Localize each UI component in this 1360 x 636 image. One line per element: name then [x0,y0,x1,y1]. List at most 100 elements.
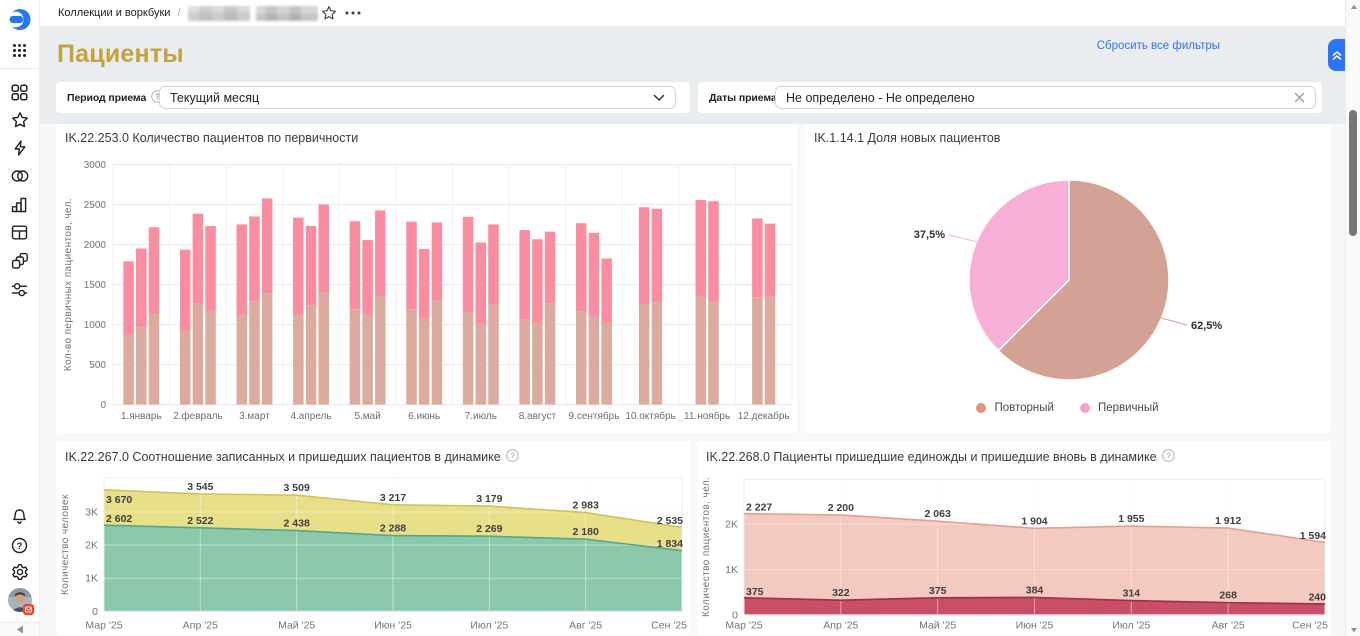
settings-gear-icon[interactable] [11,563,29,581]
bar-segment-top[interactable] [123,261,134,335]
bar-segment-top[interactable] [362,240,373,315]
bar-segment-top[interactable] [764,223,776,297]
bar-segment-top[interactable] [752,218,763,298]
bar-segment-bottom[interactable] [488,304,499,405]
bar-segment-top[interactable] [708,201,719,303]
bar-segment-bottom[interactable] [532,322,543,405]
bar-segment-top[interactable] [179,249,191,331]
bar-segment-bottom[interactable] [205,310,216,405]
breadcrumb-root[interactable]: Коллекции и воркбуки [58,7,171,19]
bar-segment-top[interactable] [544,231,556,304]
breadcrumb-masked-segment[interactable] [187,5,250,21]
ellipsis-icon[interactable] [345,6,361,20]
bar-segment-top[interactable] [192,213,204,304]
bell-icon[interactable] [11,507,29,525]
bar-segment-top[interactable] [349,221,361,310]
bar-segment-bottom[interactable] [293,314,304,405]
bar-segment-bottom[interactable] [601,322,612,405]
bar-group-9.сентябрь[interactable] [576,223,612,405]
bar-segment-bottom[interactable] [406,309,417,405]
expand-panel-button[interactable] [1328,39,1346,71]
bar-segment-bottom[interactable] [431,300,443,405]
bar-segment-bottom[interactable] [236,314,248,405]
bar-segment-top[interactable] [318,204,329,293]
bar-segment-bottom[interactable] [261,293,273,405]
bar-group-11.ноябрь[interactable] [695,200,719,405]
bar-segment-bottom[interactable] [123,334,134,405]
legend-item-Повторный[interactable]: Повторный [976,402,1054,414]
bar-segment-bottom[interactable] [192,303,204,405]
bar-segment-bottom[interactable] [752,297,763,405]
bar-segment-bottom[interactable] [362,314,373,405]
bar-segment-bottom[interactable] [544,303,556,405]
datalens-logo[interactable] [8,8,31,31]
bar-segment-bottom[interactable] [462,312,474,405]
bar-segment-top[interactable] [532,239,543,323]
bar-segment-top[interactable] [519,230,530,320]
bar-group-12.декабрь[interactable] [752,218,776,405]
sidebar-item-dashboards-table-icon[interactable] [11,223,29,241]
bar-segment-top[interactable] [261,198,273,294]
bar-segment-bottom[interactable] [249,301,260,405]
bar-segment-bottom[interactable] [375,296,386,405]
breadcrumb-masked-segment[interactable] [255,5,318,21]
bar-segment-bottom[interactable] [708,302,719,405]
bar-group-4.апрель[interactable] [293,204,329,405]
bar-segment-top[interactable] [148,227,160,315]
bar-segment-bottom[interactable] [576,311,587,405]
help-question-icon[interactable]: ? [11,536,29,554]
sidebar-item-connections-icon[interactable] [11,167,29,185]
sidebar-item-lightning-icon[interactable] [11,139,29,157]
bar-segment-top[interactable] [305,226,317,306]
bar-segment-top[interactable] [249,216,260,302]
bar-segment-bottom[interactable] [651,302,663,405]
bar-segment-bottom[interactable] [638,304,650,405]
bar-segment-bottom[interactable] [318,292,329,405]
bar-group-5.май[interactable] [349,210,386,405]
bar-group-6.июнь[interactable] [406,221,443,405]
bar-segment-top[interactable] [418,248,430,319]
scroll-down-icon[interactable] [1350,626,1358,634]
bar-segment-top[interactable] [205,226,216,311]
bar-segment-top[interactable] [601,258,612,323]
bar-segment-bottom[interactable] [179,330,191,405]
sidebar-item-services-sliders-icon[interactable] [11,280,29,298]
legend-item-Первичный[interactable]: Первичный [1079,402,1159,414]
bar-group-10.октябрь[interactable] [638,207,663,405]
help-icon[interactable]: ? [505,449,519,465]
help-icon[interactable]: ? [1161,449,1175,465]
bar-group-3.март[interactable] [236,198,273,405]
bar-segment-top[interactable] [695,200,707,297]
bar-segment-top[interactable] [588,232,600,317]
bar-group-1.январь[interactable] [123,227,160,405]
sidebar-item-collections-icon[interactable] [11,83,29,101]
dates-input[interactable]: Не определено - Не определено [775,86,1316,109]
clear-x-icon[interactable] [1294,92,1305,103]
star-icon[interactable] [321,5,337,21]
bar-group-8.август[interactable] [519,230,556,405]
bar-segment-top[interactable] [293,217,304,315]
bar-segment-top[interactable] [488,224,499,305]
bar-segment-bottom[interactable] [305,305,317,405]
pie-slice-Первичный[interactable] [968,179,1070,352]
bar-segment-bottom[interactable] [418,318,430,405]
bar-segment-bottom[interactable] [136,326,147,405]
scroll-up-icon[interactable] [1350,3,1358,11]
sidebar-item-charts-icon[interactable] [11,195,29,213]
bar-segment-top[interactable] [475,242,487,325]
bar-segment-top[interactable] [136,248,147,327]
bar-segment-bottom[interactable] [695,296,707,405]
period-select[interactable]: Текущий месяц [159,86,676,109]
sidebar-item-favorites-star-icon[interactable] [11,111,29,129]
bar-segment-top[interactable] [406,221,417,310]
bar-segment-bottom[interactable] [519,319,530,405]
bar-segment-top[interactable] [236,224,248,315]
scrollbar-thumb[interactable] [1349,110,1357,236]
bar-segment-bottom[interactable] [148,314,160,405]
apps-grid-icon[interactable] [11,41,29,59]
scrollbar[interactable] [1345,0,1360,636]
collapse-arrow-icon[interactable] [16,625,24,634]
bar-segment-bottom[interactable] [588,316,600,405]
sidebar-item-datasets-icon[interactable] [11,252,29,270]
bar-segment-top[interactable] [651,208,663,303]
